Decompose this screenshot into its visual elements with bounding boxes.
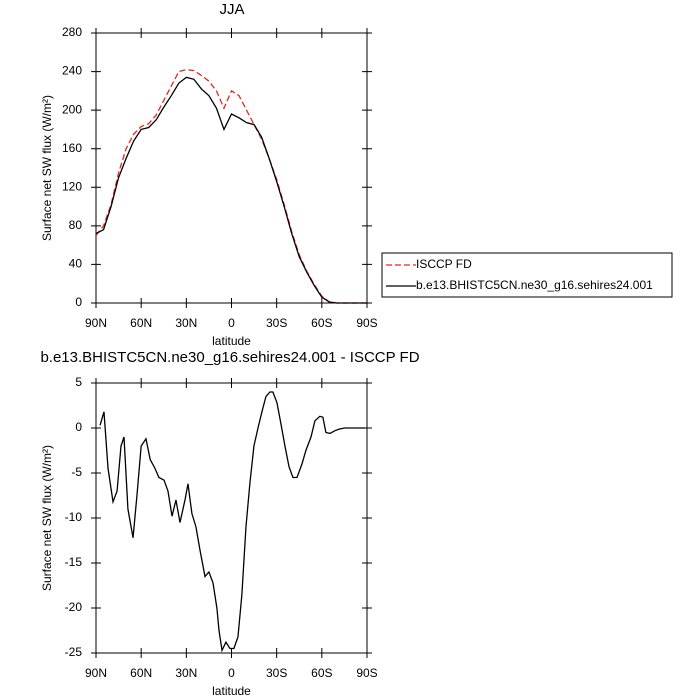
x-tick-label: 90N bbox=[85, 316, 107, 330]
x-tick-label: 60N bbox=[130, 316, 152, 330]
y-tick-label: -15 bbox=[65, 555, 83, 569]
x-tick-label: 90N bbox=[85, 666, 107, 680]
y-tick-label: 80 bbox=[69, 218, 83, 232]
x-tick-label: 60S bbox=[311, 666, 332, 680]
y-tick-label: 5 bbox=[75, 375, 82, 389]
chart-title: JJA bbox=[219, 1, 244, 18]
y-axis-label: Surface net SW flux (W/m²) bbox=[40, 95, 54, 241]
legend-label: b.e13.BHISTC5CN.ne30_g16.sehires24.001 bbox=[416, 278, 653, 292]
y-tick-label: -10 bbox=[65, 510, 83, 524]
y-tick-label: 120 bbox=[62, 179, 82, 193]
x-tick-label: 60S bbox=[311, 316, 332, 330]
plot-frame bbox=[95, 382, 368, 654]
y-tick-label: 40 bbox=[69, 257, 83, 271]
y-tick-label: 0 bbox=[75, 420, 82, 434]
y-tick-label: 280 bbox=[62, 25, 82, 39]
x-tick-label: 0 bbox=[228, 666, 235, 680]
y-tick-label: 160 bbox=[62, 141, 82, 155]
x-tick-label: 90S bbox=[356, 316, 377, 330]
plot-frame bbox=[95, 32, 368, 304]
legend-box bbox=[381, 252, 673, 298]
chart-title: b.e13.BHISTC5CN.ne30_g16.sehires24.001 -… bbox=[40, 349, 419, 366]
x-tick-label: 30N bbox=[175, 316, 197, 330]
y-tick-label: -25 bbox=[65, 645, 83, 659]
series-line bbox=[95, 68, 367, 304]
y-tick-label: 240 bbox=[62, 64, 82, 78]
legend-label: ISCCP FD bbox=[416, 257, 472, 271]
x-tick-label: 0 bbox=[228, 316, 235, 330]
y-tick-label: 0 bbox=[75, 295, 82, 309]
x-axis-label: latitude bbox=[212, 684, 251, 698]
x-tick-label: 30N bbox=[175, 666, 197, 680]
series-line bbox=[99, 391, 366, 653]
y-tick-label: -5 bbox=[71, 465, 82, 479]
x-tick-label: 90S bbox=[356, 666, 377, 680]
x-tick-label: 60N bbox=[130, 666, 152, 680]
x-tick-label: 30S bbox=[266, 666, 287, 680]
y-tick-label: -20 bbox=[65, 600, 83, 614]
y-axis-label: Surface net SW flux (W/m²) bbox=[40, 445, 54, 591]
series-line bbox=[95, 76, 367, 304]
y-tick-label: 200 bbox=[62, 102, 82, 116]
x-tick-label: 30S bbox=[266, 316, 287, 330]
x-axis-label: latitude bbox=[212, 334, 251, 348]
